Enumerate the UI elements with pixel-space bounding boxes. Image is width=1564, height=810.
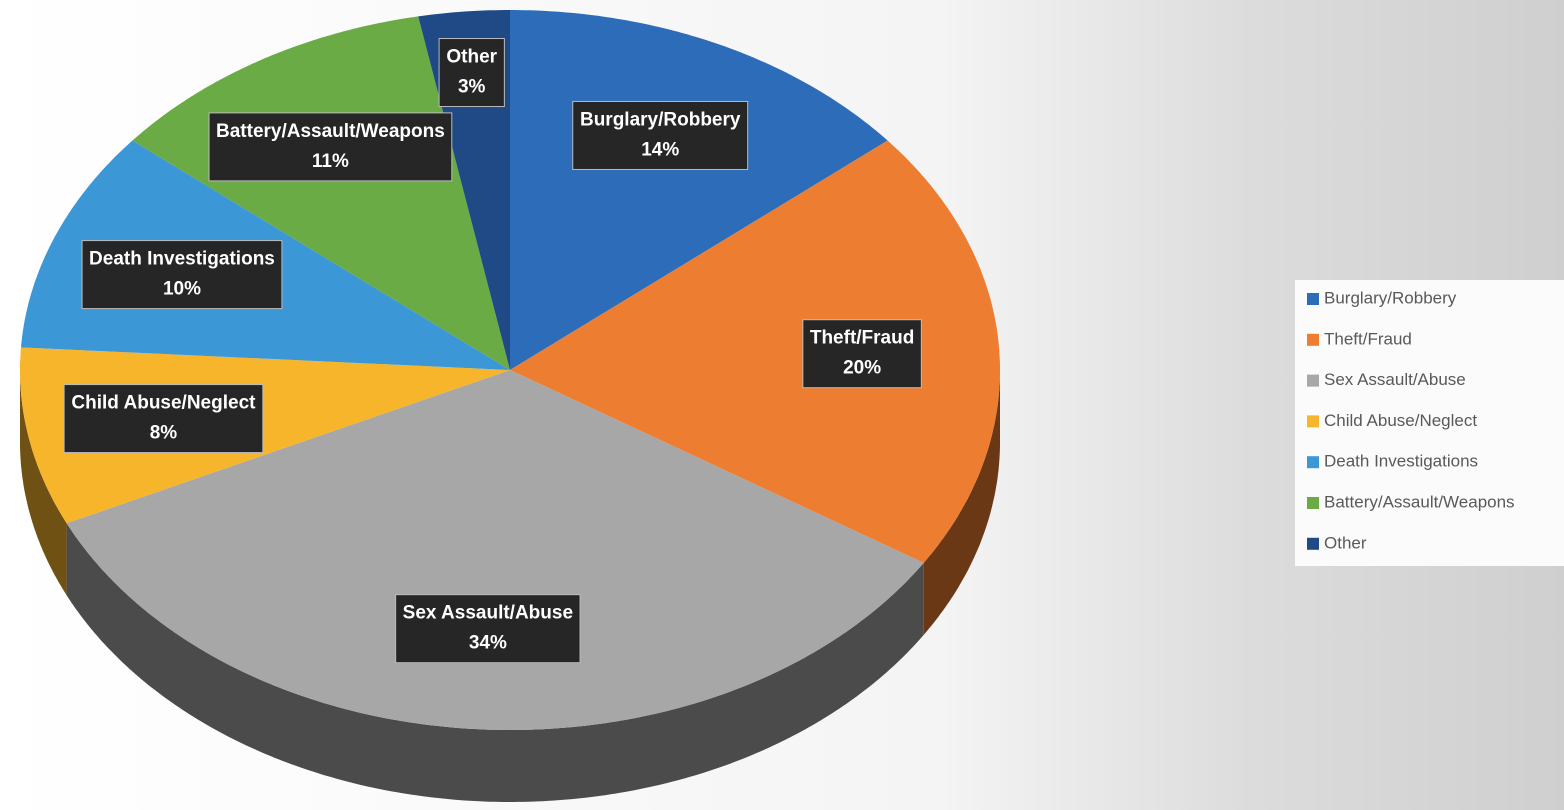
data-label-value: 34% [469,633,507,654]
data-label: Child Abuse/Neglect 8% [63,384,264,454]
legend-swatch [1307,456,1319,469]
legend-label: Burglary/Robbery [1324,288,1457,307]
legend-label: Theft/Fraud [1324,329,1412,348]
data-label: Burglary/Robbery 14% [572,100,749,170]
data-label-name: Death Investigations [89,249,275,270]
slice-side [20,370,67,596]
data-label-box [438,38,505,108]
legend-swatch [1307,537,1319,550]
data-label: Battery/Assault/Weapons 11% [208,112,453,182]
data-label-value: 3% [458,77,486,98]
legend-label: Child Abuse/Neglect [1324,411,1477,430]
data-label: Other 3% [438,38,505,108]
slice [66,370,924,730]
legend-swatch [1307,415,1319,428]
data-label-name: Theft/Fraud [810,328,915,349]
legend-box [1295,280,1564,566]
data-label-box [802,319,922,389]
legend-label: Sex Assault/Abuse [1324,370,1466,389]
data-label: Death Investigations 10% [81,240,283,310]
data-label-value: 20% [843,358,881,379]
data-label-name: Child Abuse/Neglect [71,393,256,414]
data-label-box [81,240,283,310]
legend-swatch [1307,374,1319,387]
legend-swatch [1307,333,1319,346]
slice [510,10,888,370]
data-label-box [572,100,749,170]
legend-label: Death Investigations [1324,452,1478,471]
data-label: Sex Assault/Abuse 34% [395,594,581,664]
legend-label: Other [1324,533,1367,552]
legend-label: Battery/Assault/Weapons [1324,492,1515,511]
data-label-box [395,594,581,664]
slice-side [923,370,1000,635]
slice [132,16,510,371]
data-label-name: Other [446,47,497,68]
data-label-name: Sex Assault/Abuse [403,603,573,624]
data-label-box [208,112,453,182]
slice [510,140,1000,563]
data-label-box [63,384,264,454]
legend-swatch [1307,497,1319,509]
data-label-name: Burglary/Robbery [580,109,741,130]
data-label-value: 11% [312,151,349,172]
legend-swatch [1307,293,1319,305]
data-label-name: Battery/Assault/Weapons [216,121,445,142]
data-label-value: 14% [641,139,679,160]
data-label: Theft/Fraud 20% [802,319,922,389]
data-label-value: 8% [150,423,178,444]
data-label-value: 10% [163,279,201,300]
slice-side [66,523,924,802]
